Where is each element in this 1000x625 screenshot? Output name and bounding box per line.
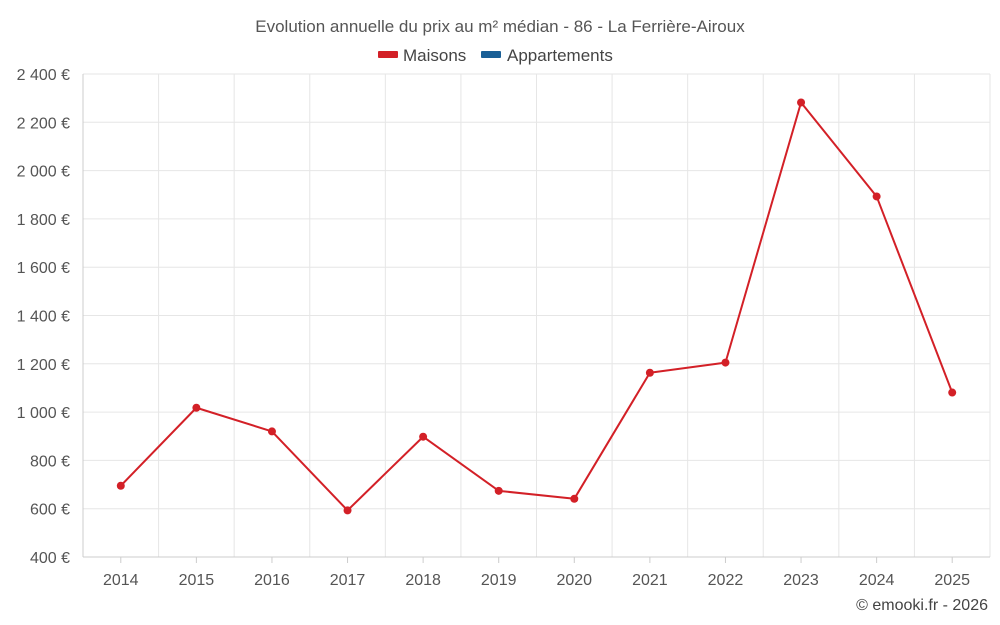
y-tick-label: 2 200 €: [17, 115, 70, 132]
credit-text: © emooki.fr - 2026: [856, 597, 988, 614]
y-tick-label: 400 €: [30, 550, 70, 567]
series-line-maisons: [120, 101, 954, 512]
legend-label-appartements: Appartements: [507, 46, 613, 65]
x-tick-label: 2018: [405, 572, 441, 589]
legend-item-appartements[interactable]: Appartements: [481, 46, 613, 65]
legend-item-maisons[interactable]: Maisons: [378, 46, 466, 65]
data-point-maisons-2018[interactable]: [419, 432, 428, 441]
series-layer: [116, 98, 957, 515]
x-tick-label: 2016: [254, 572, 290, 589]
x-tick-label: 2015: [179, 572, 215, 589]
x-tick-label: 2019: [481, 572, 517, 589]
chart-title: Evolution annuelle du prix au m² médian …: [255, 17, 745, 36]
grid: [82, 73, 991, 558]
data-point-maisons-2025[interactable]: [948, 388, 957, 397]
x-tick-label: 2017: [330, 572, 366, 589]
x-tick-label: 2025: [934, 572, 970, 589]
y-tick-label: 2 000 €: [17, 164, 70, 181]
data-point-maisons-2014[interactable]: [116, 481, 125, 490]
y-tick-label: 800 €: [30, 453, 70, 470]
x-tick-label: 2024: [859, 572, 895, 589]
data-point-maisons-2016[interactable]: [267, 427, 276, 436]
y-tick-label: 1 200 €: [17, 357, 70, 374]
y-tick-label: 1 600 €: [17, 260, 70, 277]
x-tick-label: 2023: [783, 572, 819, 589]
y-tick-label: 1 400 €: [17, 309, 70, 326]
data-point-maisons-2015[interactable]: [192, 403, 201, 412]
x-tick-label: 2020: [556, 572, 592, 589]
data-point-maisons-2017[interactable]: [343, 506, 352, 515]
legend-swatch-maisons: [378, 51, 398, 58]
y-tick-label: 600 €: [30, 502, 70, 519]
data-point-maisons-2022[interactable]: [721, 358, 730, 367]
x-tick-label: 2022: [708, 572, 744, 589]
legend-swatch-appartements: [481, 51, 501, 58]
x-tick-label: 2021: [632, 572, 668, 589]
x-tick-label: 2014: [103, 572, 139, 589]
legend: Maisons Appartements: [378, 46, 613, 65]
data-point-maisons-2021[interactable]: [645, 368, 654, 377]
y-tick-label: 1 800 €: [17, 212, 70, 229]
data-point-maisons-2024[interactable]: [872, 192, 881, 201]
data-point-maisons-2023[interactable]: [797, 98, 806, 107]
axes: 400 € 600 € 800 € 1 000 € 1 200 € 1 400 € 1 60…: [17, 67, 990, 589]
data-point-maisons-2019[interactable]: [494, 486, 503, 495]
y-tick-label: 2 400 €: [17, 67, 70, 84]
legend-label-maisons: Maisons: [403, 46, 466, 65]
y-tick-label: 1 000 €: [17, 405, 70, 422]
data-point-maisons-2020[interactable]: [570, 494, 579, 503]
